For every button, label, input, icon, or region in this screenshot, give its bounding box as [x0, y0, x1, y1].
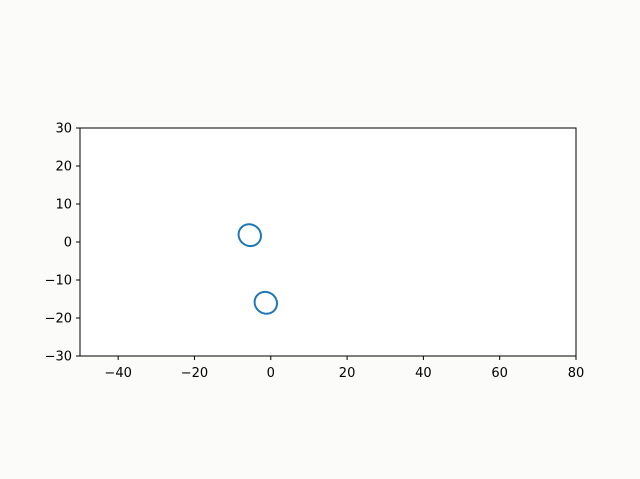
y-tick-label: −10 — [45, 274, 72, 289]
x-tick-label: −40 — [104, 366, 131, 381]
plot-area — [80, 128, 576, 356]
y-tick-label: 20 — [55, 160, 72, 175]
y-tick-label: 30 — [55, 122, 72, 137]
x-tick-label: 20 — [339, 366, 356, 381]
x-tick-label: 60 — [491, 366, 508, 381]
series-ellipse-2 — [253, 290, 278, 315]
x-tick-label: −20 — [181, 366, 208, 381]
series-ellipse-1 — [237, 223, 262, 248]
y-tick-label: 0 — [64, 236, 72, 251]
series-layer — [237, 223, 278, 315]
y-tick-label: 10 — [55, 198, 72, 213]
x-tick-label: 40 — [415, 366, 432, 381]
x-tick-label: 0 — [267, 366, 275, 381]
x-tick-label: 80 — [568, 366, 585, 381]
y-axis: −30 −20 −10 0 10 20 30 — [45, 122, 80, 365]
y-tick-label: −20 — [45, 312, 72, 327]
y-tick-label: −30 — [45, 350, 72, 365]
x-axis: −40 −20 0 20 40 60 80 — [104, 356, 584, 381]
